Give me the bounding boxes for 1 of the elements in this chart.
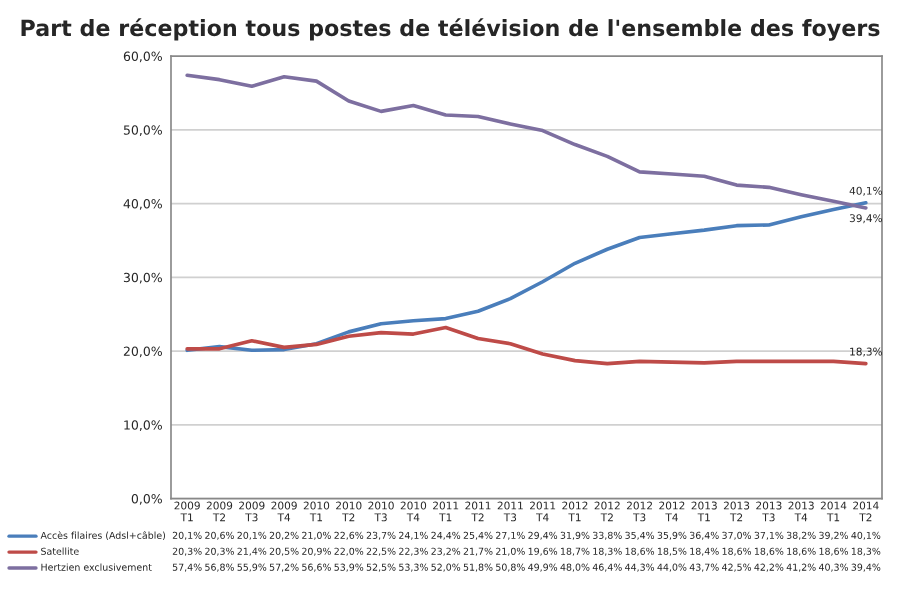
chart-title: Part de réception tous postes de télévision de l'ensemble des foyers: [21, 18, 880, 41]
